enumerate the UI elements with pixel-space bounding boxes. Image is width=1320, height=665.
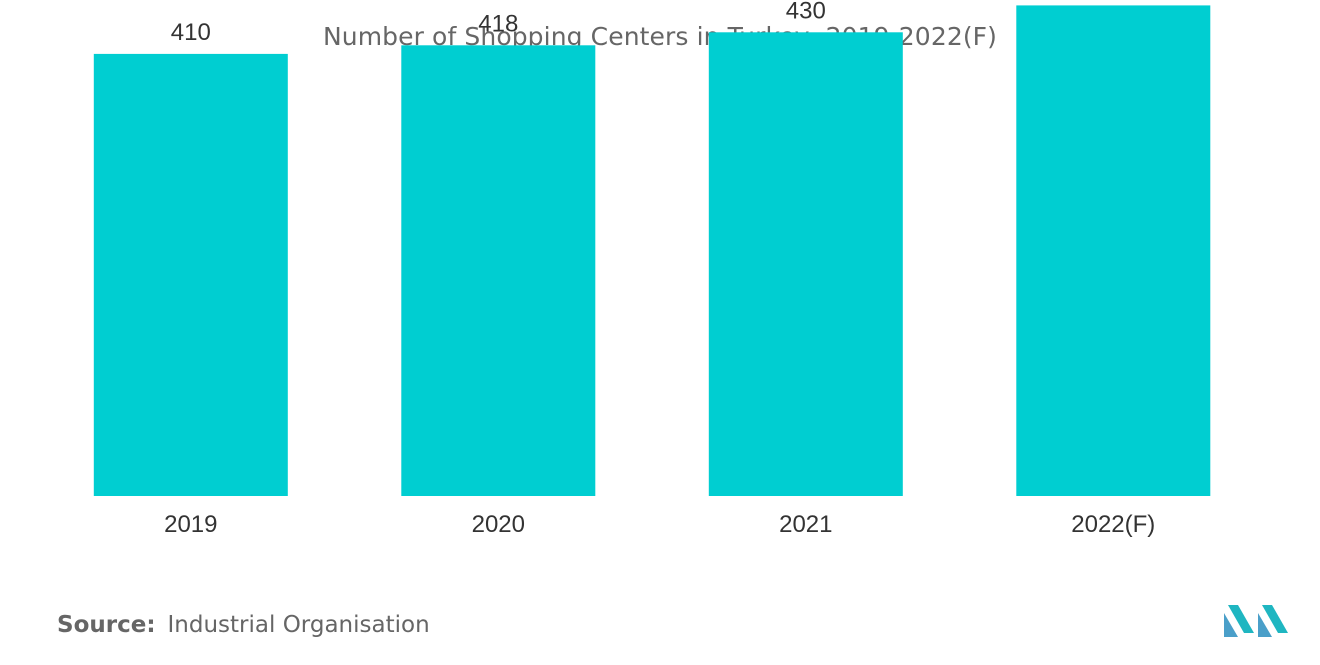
logo-mid-shape [1228,605,1254,633]
value-label-2019: 410 [171,19,211,46]
value-label-2020: 418 [478,10,518,37]
x-tick-label-2022(F): 2022(F) [1071,511,1155,538]
mordor-intelligence-logo-icon [1224,605,1288,637]
bars-layer [93,5,1211,497]
bar-2021 [708,32,903,497]
logo-left-shape [1224,613,1238,637]
tick-labels-layer: 2019 2020 2021 2022(F) [164,511,1155,538]
source-text: Industrial Organisation [167,612,430,638]
x-tick-label-2019: 2019 [164,511,217,538]
source-label: Source: [57,612,156,638]
x-tick-label-2020: 2020 [472,511,525,538]
value-labels-layer: 410418430455 [171,0,826,46]
logo-right-shape-2 [1262,605,1288,633]
source-line: Source: Industrial Organisation [57,612,430,638]
bar-2019 [93,53,288,497]
bar-2020 [401,45,596,497]
bar-2022(F) [1016,5,1211,497]
logo-right-shape-1 [1258,613,1272,637]
x-tick-label-2021: 2021 [779,511,832,538]
value-label-2021: 430 [786,0,826,24]
